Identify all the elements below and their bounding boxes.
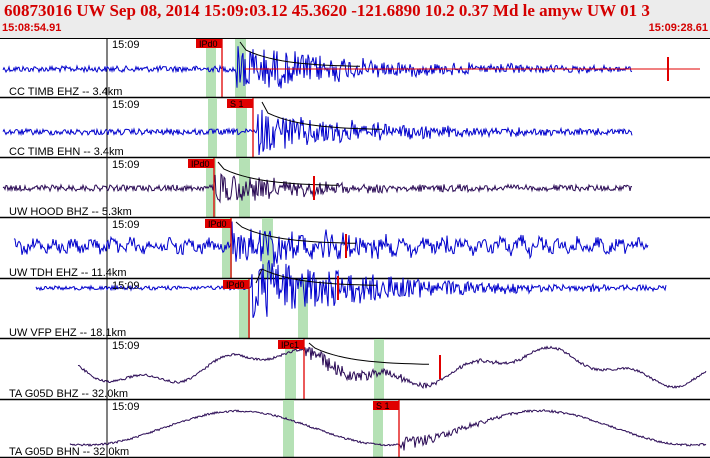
station-label: TA G05D BHZ -- 32.0km	[9, 388, 128, 400]
pick-flag	[278, 340, 304, 349]
pick-flag	[227, 99, 253, 108]
coda-duration-curve	[239, 41, 361, 67]
time-tick-label: 15:09	[112, 99, 140, 111]
waveform-trace	[35, 260, 667, 319]
phase-window	[373, 400, 383, 458]
waveform-trace	[2, 109, 633, 156]
station-label: UW HOOD BHZ -- 5.3km	[9, 206, 132, 218]
waveform-trace	[2, 46, 633, 89]
station-label: UW TDH EHZ -- 11.4km	[9, 267, 127, 279]
phase-window	[239, 279, 250, 339]
coda-duration-curve	[217, 161, 339, 186]
pick-flag	[188, 159, 214, 168]
phase-window	[235, 38, 246, 98]
phase-window	[222, 218, 232, 279]
time-tick-label: 15:09	[112, 401, 140, 413]
time-tick-label: 15:09	[112, 280, 140, 292]
coda-duration-curve	[261, 101, 383, 130]
phase-window	[236, 98, 247, 158]
station-label: UW VFP EHZ -- 18.1km	[9, 327, 126, 339]
window-end-time: 15:09:28.61	[648, 22, 708, 34]
time-tick-label: 15:09	[112, 39, 140, 51]
pick-label: S 1	[376, 401, 390, 411]
waveform-trace	[2, 173, 633, 204]
pick-label: IPd0	[199, 39, 218, 49]
coda-duration-curve	[308, 342, 430, 365]
phase-window	[208, 98, 217, 158]
event-title: 60873016 UW Sep 08, 2014 15:09:03.12 45.…	[4, 1, 650, 20]
phase-window	[285, 339, 296, 400]
pick-flag	[223, 280, 249, 289]
pick-flag	[205, 219, 231, 228]
pick-label: IPd0	[208, 219, 227, 229]
station-label: CC TIMB EHZ -- 3.4km	[9, 86, 122, 98]
waveform-trace	[77, 345, 707, 390]
window-start-time: 15:08:54.91	[2, 22, 62, 34]
event-header: 60873016 UW Sep 08, 2014 15:09:03.12 45.…	[0, 0, 710, 38]
pick-label: IPd0	[191, 159, 210, 169]
waveform-trace	[69, 408, 707, 451]
phase-window	[239, 158, 250, 218]
station-label: TA G05D BHN -- 32.0km	[9, 446, 129, 458]
pick-label: IPc1	[281, 340, 299, 350]
pick-flag	[196, 39, 222, 48]
time-tick-label: 15:09	[112, 340, 140, 352]
phase-window	[206, 38, 216, 98]
pick-label: IPd0	[226, 280, 245, 290]
phase-window	[298, 279, 308, 339]
pick-flag	[373, 401, 399, 410]
time-tick-label: 15:09	[112, 159, 140, 171]
pick-label: S 1	[230, 99, 244, 109]
coda-duration-curve	[255, 268, 377, 286]
phase-window	[374, 339, 384, 400]
phase-window	[283, 400, 294, 458]
waveform-trace	[13, 221, 649, 267]
coda-duration-curve	[235, 221, 357, 244]
station-label: CC TIMB EHN -- 3.4km	[9, 146, 124, 158]
time-tick-label: 15:09	[112, 219, 140, 231]
